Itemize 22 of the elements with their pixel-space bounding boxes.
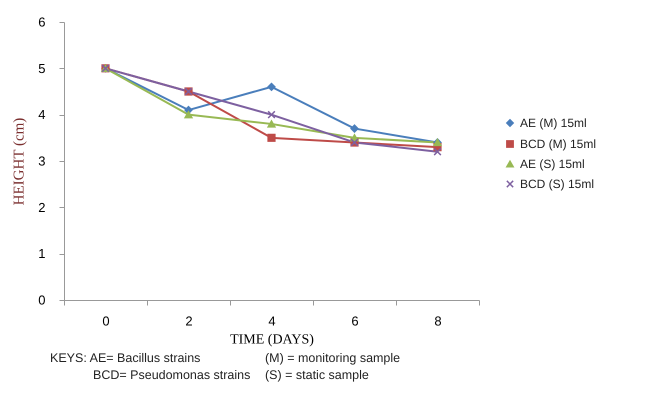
text: (M) = monitoring sample	[265, 350, 402, 367]
legend-label: BCD (S) 15ml	[520, 177, 594, 191]
x-tick-label: 6	[351, 314, 359, 328]
y-tick-label: 3	[38, 154, 46, 168]
x-axis-title: TIME (DAYS)	[230, 332, 314, 348]
y-tick-label: 0	[38, 292, 46, 308]
legend-label: AE (M) 15ml	[520, 116, 587, 130]
x-tick-label: 8	[434, 314, 442, 328]
y-tick-label: 1	[38, 246, 46, 262]
legend-label: AE (S) 15ml	[520, 157, 585, 171]
x-tick-label: 0	[102, 314, 110, 328]
y-tick-label: 4	[38, 107, 46, 122]
text: KEYS: AE= Bacillus strains	[50, 350, 202, 367]
x-tick-label: 2	[185, 314, 193, 328]
text: BCD= Pseudomonas strains	[92, 367, 252, 384]
y-axis-title: HEIGHT (cm)	[11, 118, 28, 206]
y-tick-label: 6	[38, 14, 46, 30]
y-tick-label: 5	[38, 60, 46, 76]
y-tick-label: 2	[38, 200, 46, 215]
legend-label: BCD (M) 15ml	[520, 137, 596, 151]
x-tick-label: 4	[268, 314, 276, 328]
text: (S) = static sample	[265, 367, 370, 384]
